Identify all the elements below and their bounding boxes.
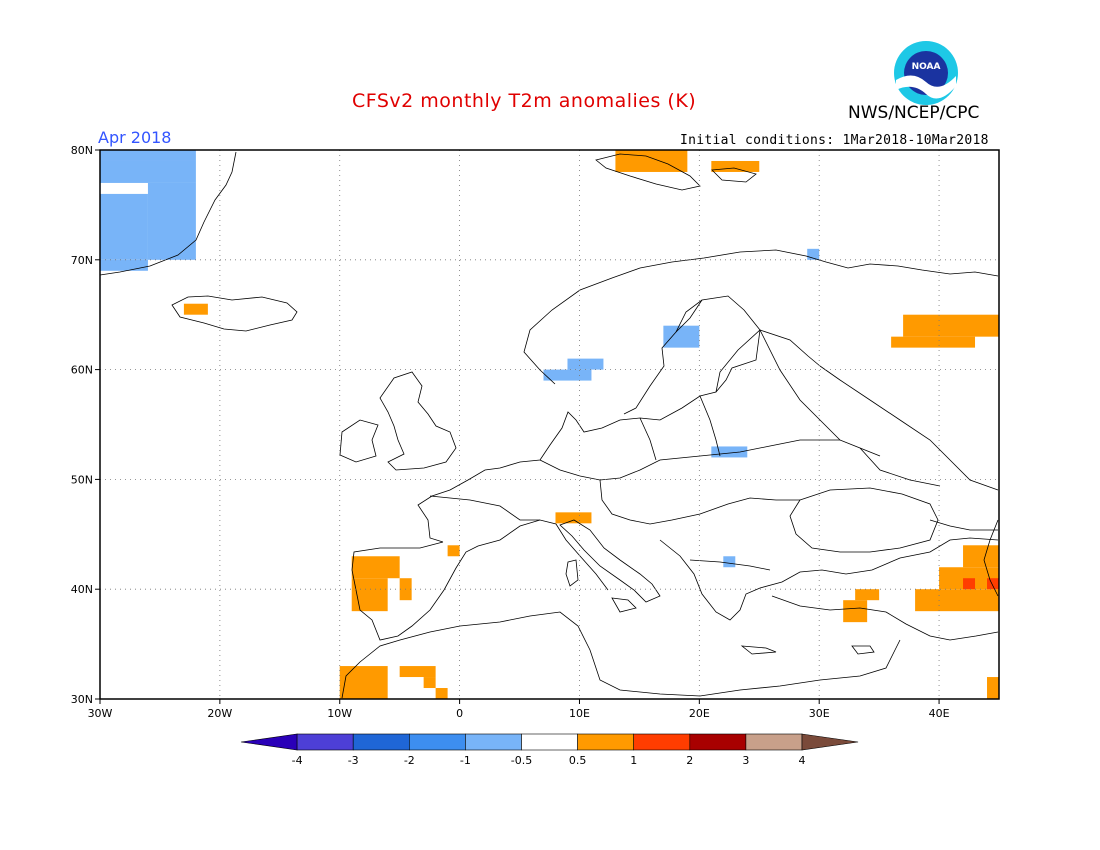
- lon-tick-label: 20E: [689, 707, 710, 720]
- anomaly-cell: [711, 160, 760, 172]
- coastlines: [99, 151, 999, 699]
- noaa-logo: NOAA: [894, 41, 958, 105]
- anomaly-cell: [723, 556, 736, 568]
- colorbar-left-arrow: [240, 733, 298, 751]
- colorbar-label: 2: [686, 754, 693, 767]
- lon-tick-label: 10W: [327, 707, 352, 720]
- lat-tick-label: 30N: [71, 693, 93, 706]
- anomaly-cell: [987, 677, 999, 699]
- anomaly-cell: [807, 248, 820, 260]
- lat-tick-label: 80N: [71, 144, 93, 157]
- colorbar-right-arrow: [801, 733, 859, 751]
- anomaly-cell: [963, 545, 999, 568]
- colorbar-label: 3: [742, 754, 749, 767]
- colorbar-segment: [296, 733, 354, 751]
- map-title: CFSv2 monthly T2m anomalies (K): [352, 90, 697, 112]
- colorbar: -4 -3 -2 -1 -0.5 0.5 1 2 3 4: [240, 733, 859, 767]
- colorbar-segment: [633, 733, 691, 751]
- forecast-month: Apr 2018: [98, 128, 172, 147]
- anomaly-cell: [100, 193, 148, 260]
- colorbar-label: -3: [348, 754, 359, 767]
- anomaly-cell: [339, 666, 388, 699]
- map-frame: [99, 149, 1000, 700]
- colorbar-label: -4: [292, 754, 303, 767]
- colorbar-segment: [408, 733, 466, 751]
- colorbar-label: 0.5: [569, 754, 587, 767]
- logo-text: NOAA: [912, 62, 941, 72]
- colorbar-segment: [352, 733, 410, 751]
- lat-tick-label: 50N: [71, 473, 93, 486]
- anomaly-cell: [100, 160, 196, 183]
- lon-tick-label: 10E: [569, 707, 590, 720]
- colorbar-segment: [521, 733, 578, 751]
- anomaly-cell: [447, 545, 460, 557]
- lat-tick-label: 60N: [71, 364, 93, 377]
- anomaly-cell: [543, 369, 592, 381]
- anomaly-cell: [987, 578, 999, 590]
- anomaly-cell: [399, 666, 436, 678]
- initial-conditions: Initial conditions: 1Mar2018-10Mar2018: [680, 133, 989, 148]
- colorbar-label: 4: [799, 754, 806, 767]
- anomaly-cell: [891, 336, 976, 348]
- anomaly-cell: [351, 556, 400, 579]
- anomaly-cell: [435, 688, 448, 699]
- anomaly-cell: [100, 259, 148, 271]
- colorbar-label: -2: [404, 754, 415, 767]
- agency-label: NWS/NCEP/CPC: [848, 103, 980, 123]
- anomaly-cell: [555, 512, 592, 524]
- lat-tick-label: 70N: [71, 254, 93, 267]
- anomaly-cell: [915, 589, 999, 612]
- lon-tick-label: 40E: [929, 707, 950, 720]
- anomaly-cell: [351, 578, 388, 612]
- anomaly-cell: [100, 150, 196, 161]
- colorbar-segment: [745, 733, 803, 751]
- anomaly-cell: [423, 677, 436, 689]
- lat-tick-label: 40N: [71, 583, 93, 596]
- colorbar-segment: [465, 733, 522, 751]
- lon-tick-label: 0: [456, 707, 463, 720]
- anomaly-cell: [147, 182, 196, 260]
- anomaly-cell: [615, 150, 688, 172]
- lon-tick-label: 20W: [207, 707, 232, 720]
- colorbar-label: -1: [460, 754, 471, 767]
- colorbar-segment: [689, 733, 747, 751]
- anomaly-shading: [100, 150, 999, 699]
- lon-tick-label: 30E: [809, 707, 830, 720]
- anomaly-cell: [903, 314, 999, 337]
- anomaly-cell: [843, 600, 868, 623]
- anomaly-cell: [855, 589, 880, 601]
- axis-ticks: 30W 20W 10W 0 10E 20E 30E 40E 80N 70N 60N 50N 40N 30N: [71, 144, 950, 720]
- anomaly-cell: [567, 358, 604, 370]
- anomaly-cell: [183, 303, 208, 315]
- lon-tick-label: 30W: [88, 707, 113, 720]
- colorbar-label: 1: [630, 754, 637, 767]
- anomaly-cell: [663, 325, 700, 348]
- anomaly-cell: [711, 446, 748, 458]
- anomaly-cell: [963, 578, 976, 590]
- colorbar-label: -0.5: [511, 754, 532, 767]
- colorbar-segment: [577, 733, 634, 751]
